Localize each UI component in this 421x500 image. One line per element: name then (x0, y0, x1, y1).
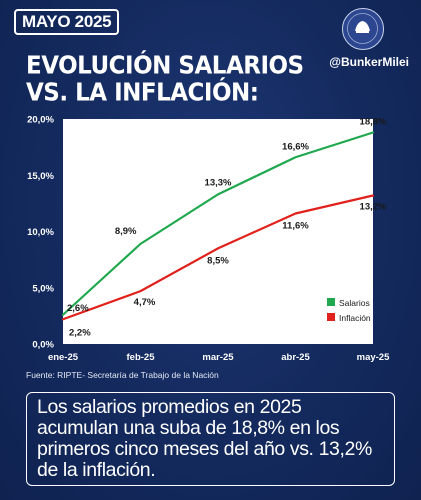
y-tick-label: 5,0% (32, 283, 54, 294)
y-tick-label: 20,0% (27, 115, 54, 126)
legend-label: Salarios (339, 298, 370, 308)
y-tick-label: 10,0% (27, 227, 54, 238)
data-label-inflacion: 11,6% (282, 221, 309, 232)
date-badge: MAYO 2025 (14, 9, 120, 35)
data-label-inflacion: 13,2% (360, 202, 387, 213)
source-note: Fuente: RIPTE- Secretaría de Trabajo de … (26, 370, 219, 380)
y-tick-label: 0,0% (32, 340, 54, 351)
summary-box: Los salarios promedios en 2025 acumulan … (26, 392, 395, 486)
social-handle: @BunkerMilei (329, 55, 409, 69)
summary-text: Los salarios promedios en 2025 acumulan … (37, 396, 372, 481)
legend-swatch (327, 313, 335, 321)
legend-swatch (327, 298, 335, 306)
x-tick-label: ene-25 (48, 352, 79, 363)
x-tick-label: feb-25 (127, 352, 156, 363)
data-label-inflacion: 4,7% (134, 297, 156, 308)
series-line-inflacion (61, 194, 375, 321)
page-title: EVOLUCIÓN SALARIOS VS. LA INFLACIÓN: (26, 51, 304, 107)
legend: Salarios Inflación (327, 298, 371, 323)
series-line-salarios (61, 131, 375, 316)
data-label-salarios: 2,6% (67, 303, 89, 314)
legend-label: Inflación (339, 313, 371, 323)
data-label-salarios: 8,9% (115, 226, 137, 237)
line-chart: 0,0% 5,0% 10,0% 15,0% 20,0% ene-25 feb-25 mar-… (27, 115, 390, 363)
x-tick-label: mar-25 (202, 352, 234, 363)
series-lines (61, 131, 375, 321)
plot-area (63, 119, 373, 344)
x-tick-label: abr-25 (281, 352, 310, 363)
title-line-1: EVOLUCIÓN SALARIOS (26, 51, 304, 80)
data-label-salarios: 18,8% (360, 117, 387, 128)
data-label-inflacion: 2,2% (69, 327, 91, 338)
x-tick-label: may-25 (357, 352, 390, 363)
y-axis: 0,0% 5,0% 10,0% 15,0% 20,0% (27, 115, 54, 351)
data-labels: 2,6% 8,9% 13,3% 16,6% 18,8% 2,2% 4,7% 8,5% 11,6%… (67, 117, 387, 339)
y-tick-label: 15,0% (27, 171, 54, 182)
data-label-salarios: 13,3% (205, 177, 232, 188)
bunker-emblem-icon (342, 8, 384, 50)
x-axis: ene-25 feb-25 mar-25 abr-25 may-25 (48, 352, 390, 363)
data-label-salarios: 16,6% (282, 141, 309, 152)
data-label-inflacion: 8,5% (207, 255, 229, 266)
title-line-2: VS. LA INFLACIÓN: (26, 78, 259, 107)
